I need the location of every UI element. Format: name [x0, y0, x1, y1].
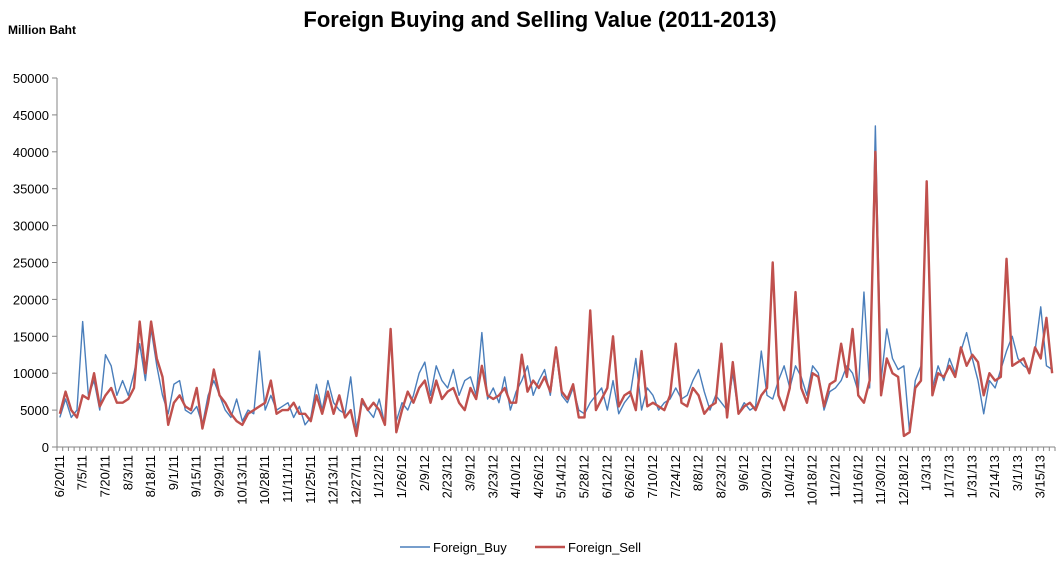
y-tick-label: 45000 — [13, 108, 49, 123]
x-tick-label: 12/13/11 — [326, 455, 341, 505]
x-tick-label: 2/9/12 — [417, 455, 432, 491]
x-tick-label: 10/18/12 — [805, 455, 820, 506]
y-tick-label: 5000 — [20, 403, 49, 418]
y-tick-label: 40000 — [13, 145, 49, 160]
legend-label: Foreign_Sell — [568, 540, 641, 555]
y-tick-label: 50000 — [13, 71, 49, 86]
chart-title: Foreign Buying and Selling Value (2011-2… — [303, 7, 776, 32]
x-tick-label: 9/29/11 — [212, 455, 227, 497]
series-line — [59, 125, 1053, 433]
x-tick-label: 7/5/11 — [75, 455, 90, 490]
x-tick-label: 9/1/11 — [166, 455, 181, 490]
y-axis-label: Million Baht — [8, 23, 76, 37]
y-tick-label: 10000 — [13, 366, 49, 381]
x-tick-label: 9/20/12 — [759, 455, 774, 498]
x-tick-label: 6/20/11 — [52, 455, 67, 497]
y-tick-label: 15000 — [13, 329, 49, 344]
series-line — [58, 150, 1054, 438]
x-tick-label: 11/30/12 — [873, 455, 888, 505]
x-tick-label: 9/6/12 — [736, 455, 751, 491]
x-tick-label: 1/26/12 — [394, 455, 409, 498]
x-tick-label: 6/26/12 — [622, 455, 637, 498]
y-tick-label: 20000 — [13, 292, 49, 307]
x-tick-label: 2/14/13 — [987, 455, 1002, 498]
x-tick-label: 8/23/12 — [713, 455, 728, 498]
x-tick-label: 11/25/11 — [303, 455, 318, 504]
x-tick-label: 7/10/12 — [645, 455, 660, 498]
x-tick-label: 4/26/12 — [531, 455, 546, 498]
x-tick-label: 12/27/11 — [348, 455, 363, 505]
y-tick-label: 30000 — [13, 219, 49, 234]
x-tick-label: 1/3/13 — [919, 455, 934, 491]
x-tick-label: 10/13/11 — [234, 455, 249, 505]
x-tick-label: 9/15/11 — [189, 455, 204, 497]
y-tick-label: 25000 — [13, 256, 49, 271]
x-tick-label: 7/20/11 — [97, 455, 112, 497]
x-tick-label: 11/16/12 — [850, 455, 865, 505]
y-tick-label: 35000 — [13, 182, 49, 197]
x-tick-label: 8/3/11 — [120, 455, 135, 490]
x-tick-label: 10/4/12 — [782, 455, 797, 498]
x-tick-label: 1/17/13 — [941, 455, 956, 498]
x-tick-label: 1/31/13 — [964, 455, 979, 498]
x-tick-label: 3/15/13 — [1033, 455, 1048, 498]
x-tick-label: 8/8/12 — [691, 455, 706, 491]
x-tick-label: 5/28/12 — [577, 455, 592, 498]
x-tick-label: 8/18/11 — [143, 455, 158, 497]
x-tick-label: 4/10/12 — [508, 455, 523, 498]
x-tick-label: 11/11/11 — [280, 455, 295, 503]
x-tick-label: 7/24/12 — [668, 455, 683, 498]
y-tick-label: 0 — [42, 440, 49, 455]
legend-label: Foreign_Buy — [433, 540, 507, 555]
x-tick-label: 6/12/12 — [599, 455, 614, 498]
x-tick-label: 3/9/12 — [462, 455, 477, 491]
x-tick-label: 5/14/12 — [554, 455, 569, 498]
x-tick-label: 3/23/12 — [485, 455, 500, 498]
x-tick-label: 2/23/12 — [440, 455, 455, 498]
x-tick-label: 1/12/12 — [371, 455, 386, 498]
x-tick-label: 11/2/12 — [827, 455, 842, 497]
x-tick-label: 12/18/12 — [896, 455, 911, 506]
x-tick-label: 10/28/11 — [257, 455, 272, 505]
x-tick-label: 3/1/13 — [1010, 455, 1025, 491]
